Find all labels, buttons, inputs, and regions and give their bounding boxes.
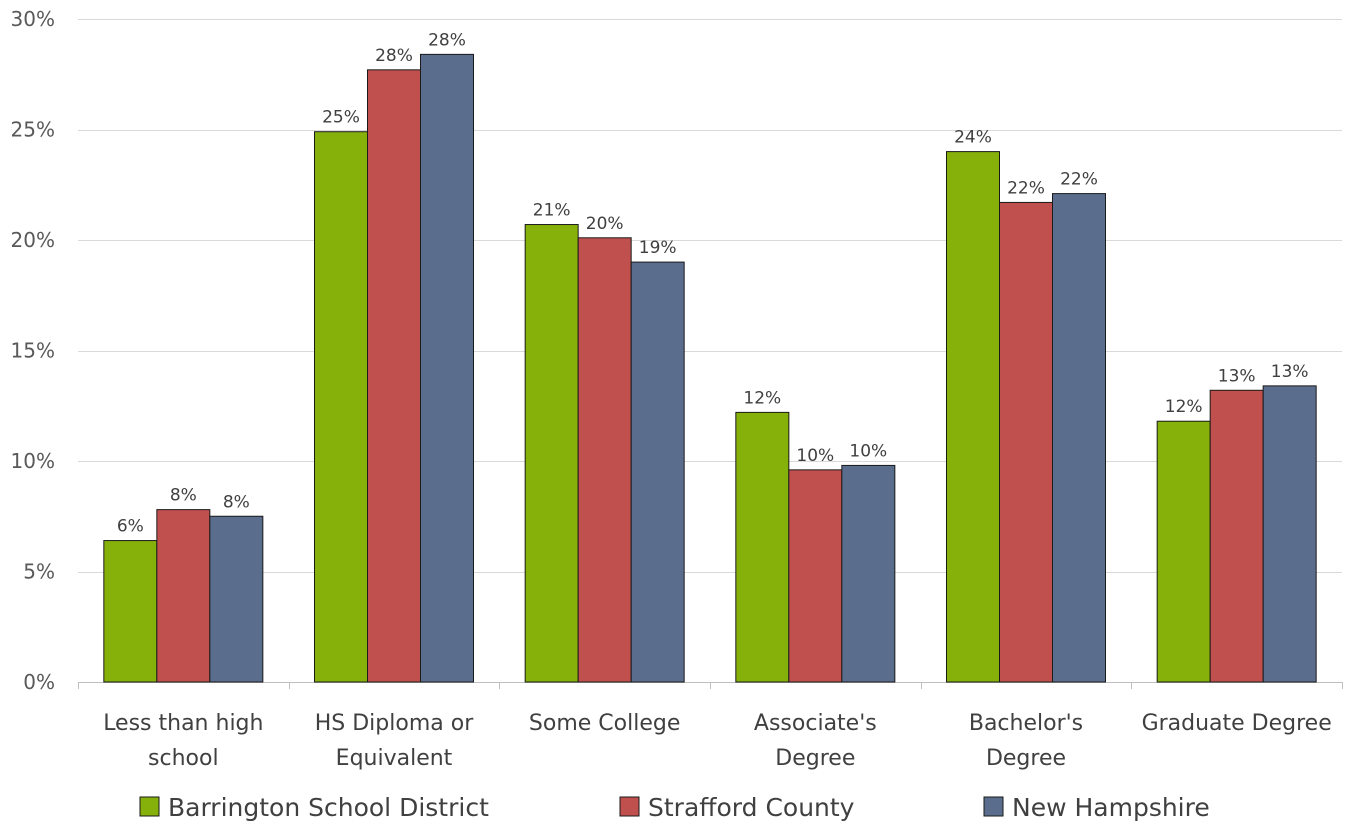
- x-tick-label: Some College: [529, 711, 680, 736]
- bar: [524, 224, 579, 683]
- data-label: 10%: [796, 446, 834, 466]
- x-tick-label: HS Diploma or: [315, 711, 474, 736]
- data-label: 21%: [533, 201, 571, 221]
- data-label: 8%: [223, 492, 250, 512]
- bar: [630, 261, 685, 683]
- y-tick-label: 15%: [11, 339, 55, 363]
- data-label: 10%: [849, 441, 887, 461]
- legend-label: New Hampshire: [1012, 793, 1210, 822]
- bar: [156, 509, 211, 683]
- bar: [367, 69, 421, 683]
- data-label: 6%: [117, 517, 144, 537]
- x-tick-label: Degree: [986, 746, 1066, 771]
- bar: [420, 53, 474, 683]
- bar: [999, 201, 1053, 683]
- data-label: 13%: [1218, 366, 1256, 386]
- data-label: 20%: [586, 214, 624, 234]
- y-tick-label: 30%: [11, 7, 55, 31]
- bar: [841, 464, 896, 683]
- bar: [209, 515, 264, 683]
- bar: [314, 131, 368, 683]
- data-label: 28%: [375, 46, 413, 66]
- y-tick-label: 10%: [11, 449, 55, 473]
- bar: [946, 151, 1000, 683]
- x-tick-label: school: [148, 746, 219, 771]
- data-label: 19%: [639, 238, 677, 258]
- bar: [1262, 385, 1317, 683]
- legend-swatch: [139, 796, 160, 817]
- y-tick-label: 20%: [11, 228, 55, 252]
- x-tick-label: Graduate Degree: [1142, 711, 1332, 736]
- bar: [788, 469, 843, 683]
- y-tick-label: 25%: [11, 118, 55, 142]
- x-tick-label: Less than high: [103, 711, 263, 736]
- y-tick-label: 0%: [23, 670, 55, 694]
- bar: [1052, 193, 1106, 683]
- data-label: 12%: [1165, 397, 1203, 417]
- data-label: 24%: [954, 128, 992, 148]
- data-label: 22%: [1007, 178, 1045, 198]
- x-tick-label: Equivalent: [336, 746, 453, 771]
- data-label: 28%: [428, 30, 466, 50]
- bar: [1156, 420, 1211, 683]
- data-label: 12%: [743, 388, 781, 408]
- bar: [735, 411, 790, 683]
- bar: [1209, 389, 1264, 683]
- x-tick-label: Degree: [775, 746, 855, 771]
- bar: [577, 237, 632, 683]
- legend-label: Barrington School District: [168, 793, 489, 822]
- data-label: 8%: [170, 486, 197, 506]
- data-label: 22%: [1060, 170, 1098, 190]
- x-tick-label: Associate's: [754, 711, 877, 736]
- x-tick-label: Bachelor's: [969, 711, 1083, 736]
- legend-label: Strafford County: [648, 793, 855, 822]
- data-label: 13%: [1271, 362, 1309, 382]
- legend-swatch: [983, 796, 1004, 817]
- legend-swatch: [619, 796, 640, 817]
- data-label: 25%: [322, 108, 360, 128]
- y-tick-label: 5%: [23, 560, 55, 584]
- bar: [103, 540, 158, 683]
